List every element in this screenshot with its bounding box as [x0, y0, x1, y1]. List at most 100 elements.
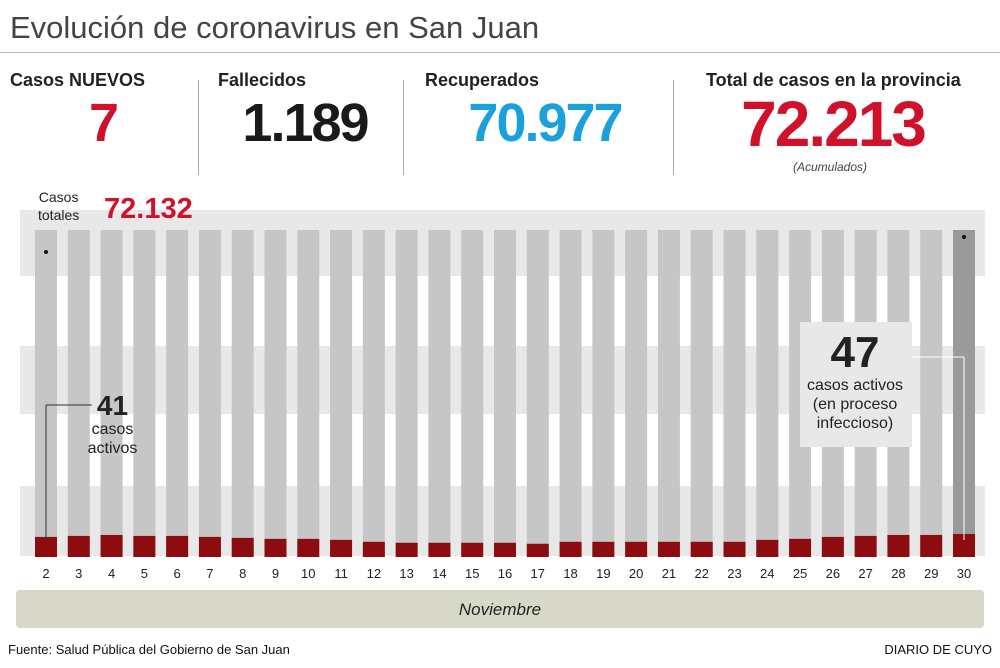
bar	[723, 541, 746, 557]
x-tick-label: 2	[42, 566, 49, 581]
total-bar	[67, 230, 90, 557]
x-tick-label: 3	[75, 566, 82, 581]
total-bar	[166, 230, 189, 557]
x-tick-label: 15	[465, 566, 479, 581]
bar	[887, 534, 910, 557]
stat-label: Fallecidos	[218, 70, 307, 90]
divider	[673, 80, 674, 175]
total-label-line: totales	[38, 207, 80, 223]
bar	[920, 534, 943, 557]
x-label-box	[16, 590, 984, 628]
x-tick-label: 18	[563, 566, 577, 581]
brand: DIARIO DE CUYO	[884, 642, 992, 657]
x-tick-label: 6	[174, 566, 181, 581]
stat-label: Recuperados	[425, 70, 540, 90]
bar	[330, 539, 353, 557]
bar	[35, 536, 57, 557]
bar	[362, 541, 385, 557]
right-note: 47 casos activos (en proceso infeccioso)	[795, 330, 915, 433]
bar	[395, 542, 418, 557]
bar	[231, 537, 254, 557]
x-tick-label: 9	[272, 566, 279, 581]
x-tick-label: 25	[793, 566, 807, 581]
total-bar	[756, 230, 779, 557]
dot	[962, 235, 966, 239]
note-line: activos	[87, 440, 138, 457]
x-tick-label: 13	[399, 566, 413, 581]
x-tick-label: 20	[629, 566, 643, 581]
total-label: Casos totales	[38, 188, 79, 224]
total-bar	[231, 230, 254, 557]
bar	[559, 541, 582, 557]
note-box	[800, 322, 912, 447]
data-label: 47	[830, 328, 880, 377]
x-tick-label: 8	[239, 566, 246, 581]
dot	[44, 250, 48, 254]
note-line: casos activos	[806, 377, 904, 394]
bar	[166, 535, 189, 557]
note-line: infeccioso)	[816, 415, 894, 432]
total-bar	[428, 230, 451, 557]
total-bar	[690, 230, 713, 557]
bar	[625, 541, 648, 557]
total-bar	[559, 230, 582, 557]
rule	[0, 52, 1000, 53]
x-tick-label: 23	[727, 566, 741, 581]
total-bar	[657, 230, 680, 557]
total-bar	[297, 230, 320, 557]
x-tick-label: 7	[206, 566, 213, 581]
total-bar	[461, 230, 484, 557]
bar	[67, 535, 90, 557]
bar	[133, 535, 156, 557]
bar	[657, 541, 680, 557]
total-bar	[920, 230, 943, 557]
x-label: Noviembre	[459, 600, 541, 619]
stat-label: Total de casos en la provincia	[706, 70, 961, 90]
x-tick-label: 27	[858, 566, 872, 581]
total-bar	[723, 230, 746, 557]
bar	[428, 542, 451, 557]
bar	[690, 541, 713, 557]
total-bar	[35, 230, 57, 557]
total-bar	[330, 230, 353, 557]
data-label: 41	[96, 390, 129, 421]
total-bar	[133, 230, 156, 557]
bar	[756, 539, 779, 557]
total-bar	[264, 230, 287, 557]
x-tick-label: 22	[694, 566, 708, 581]
bar	[297, 538, 320, 557]
x-tick-label: 5	[141, 566, 148, 581]
x-tick-label: 10	[301, 566, 315, 581]
total-label-line: Casos	[38, 189, 79, 205]
stat-note: (Acumulados)	[792, 160, 868, 174]
x-tick-label: 24	[760, 566, 774, 581]
bar	[198, 536, 221, 557]
title: Evolución de coronavirus en San Juan	[10, 10, 540, 45]
divider	[198, 80, 199, 175]
bar	[854, 535, 877, 557]
bar	[461, 542, 484, 557]
x-tick-label: 14	[432, 566, 446, 581]
source: Fuente: Salud Pública del Gobierno de Sa…	[8, 642, 290, 657]
total-value: 72.132	[104, 193, 193, 225]
divider	[403, 80, 404, 175]
bar	[821, 536, 844, 557]
x-tick-label: 30	[957, 566, 971, 581]
total-bar	[395, 230, 418, 557]
stat-value: 72.213	[741, 88, 927, 160]
stat-value: 7	[88, 93, 119, 153]
x-tick-label: 26	[826, 566, 840, 581]
bar	[100, 534, 123, 557]
stat-value: 70.977	[468, 93, 623, 153]
x-tick-label: 16	[498, 566, 512, 581]
bar	[789, 538, 812, 557]
total-bar	[198, 230, 221, 557]
total-bar	[494, 230, 516, 557]
x-tick-label: 19	[596, 566, 610, 581]
note-line: casos	[91, 421, 134, 438]
x-tick-label: 12	[367, 566, 381, 581]
x-tick-label: 28	[891, 566, 905, 581]
bar	[953, 533, 975, 557]
